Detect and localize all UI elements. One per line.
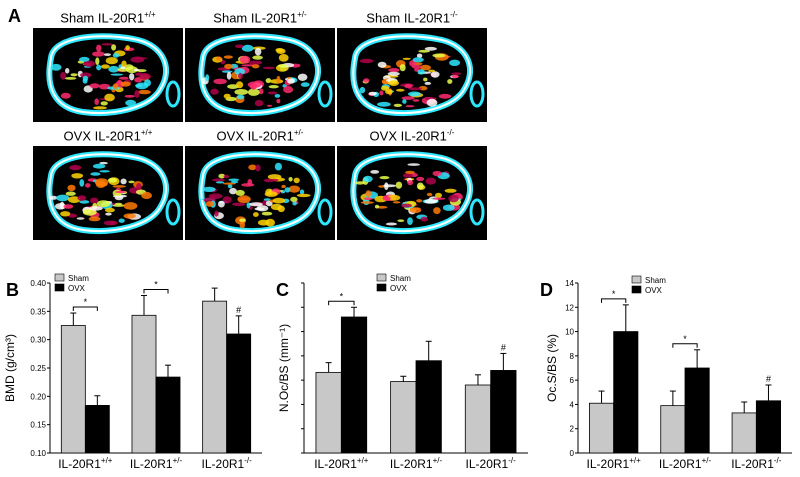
legend-label: OVX [645,286,663,295]
bar [660,405,686,454]
bar [415,360,442,454]
y-tick-label: 14 [565,279,574,288]
y-axis-label: N.Oc/BS (mm⁻¹) [277,324,291,412]
bar [226,333,252,454]
x-tick-label: IL-20R1+/- [659,456,712,471]
y-tick-label: 10 [565,328,574,337]
x-tick-label: IL-20R1+/+ [314,456,369,471]
bar [84,404,110,454]
significance-bracket [672,343,698,348]
ct-image-title: Sham IL-20R1-/- [366,10,458,26]
significance-bracket [328,300,355,306]
y-tick-label: 0.20 [30,392,46,401]
significance-star: * [683,334,687,344]
bar [731,412,757,454]
ct-image-title: Sham IL-20R1+/- [213,10,307,26]
legend-label: Sham [390,274,411,283]
bar [490,370,517,454]
y-tick-label: 12 [565,303,574,312]
legend-label: Sham [645,276,666,285]
x-tick-label: IL-20R1+/- [390,456,443,471]
bar [60,325,86,454]
bar [340,316,368,454]
legend-swatch [54,283,65,292]
legend-label: OVX [68,284,86,293]
x-tick-label: IL-20R1+/+ [58,456,113,471]
ct-scan-image [185,28,335,122]
y-tick-label: 0.15 [30,421,46,430]
ct-image-title: OVX IL-20R1+/+ [63,128,153,144]
bar [315,371,342,454]
significance-star: * [154,279,158,289]
bar [155,376,181,454]
y-axis-label: Oc.S/BS (%) [545,334,559,402]
bar [755,400,781,454]
bar [589,402,615,454]
panel-a-letter: A [8,6,21,26]
bar [613,331,639,454]
significance-star: * [612,289,616,299]
y-tick-label: 4 [570,400,575,409]
x-tick-label: IL-20R1+/+ [587,456,642,471]
significance-bracket [143,288,169,294]
bar [464,384,492,454]
significance-hash: # [501,342,506,352]
legend-swatch [376,283,387,292]
significance-bracket [601,298,627,303]
ct-scan-image [33,146,183,240]
significance-hash: # [766,374,771,384]
ct-scan-image [33,28,183,122]
legend-swatch [631,275,642,284]
ct-scan-image [337,146,487,240]
panel-letter: D [540,280,553,300]
bar [202,300,228,454]
panel-letter: C [276,280,289,300]
bar [684,367,710,454]
x-tick-label: IL-20R1-/- [202,456,253,471]
x-tick-label: IL-20R1+/- [130,456,183,471]
y-tick-label: 2 [570,425,575,434]
bar [131,314,157,454]
significance-star: * [340,291,344,301]
ct-scan-image [185,146,335,240]
y-tick-label: 0.35 [30,307,46,316]
significance-star: * [84,297,88,307]
panel-letter: B [6,280,19,300]
y-tick-label: 6 [570,376,575,385]
bar [390,381,417,454]
legend-swatch [631,285,642,294]
y-tick-label: 0.30 [30,336,46,345]
legend-swatch [376,273,387,282]
significance-bracket [72,306,98,312]
ct-image-title: OVX IL-20R1-/- [369,128,455,144]
ct-image-title: Sham IL-20R1+/+ [60,10,156,26]
ct-image-title: OVX IL-20R1+/- [216,128,304,144]
x-tick-label: IL-20R1-/- [731,456,782,471]
y-tick-label: 0.25 [30,364,46,373]
y-tick-label: 8 [570,352,575,361]
y-axis-label: BMD (g/cm³) [3,334,17,402]
legend-swatch [54,273,65,282]
legend-label: Sham [68,274,89,283]
ct-scan-image [337,28,487,122]
legend-label: OVX [390,284,408,293]
y-tick-label: 0.10 [30,449,46,458]
significance-hash: # [236,305,241,315]
y-tick-label: 0.40 [30,279,46,288]
x-tick-label: IL-20R1-/- [466,456,517,471]
y-tick-label: 0 [570,449,575,458]
